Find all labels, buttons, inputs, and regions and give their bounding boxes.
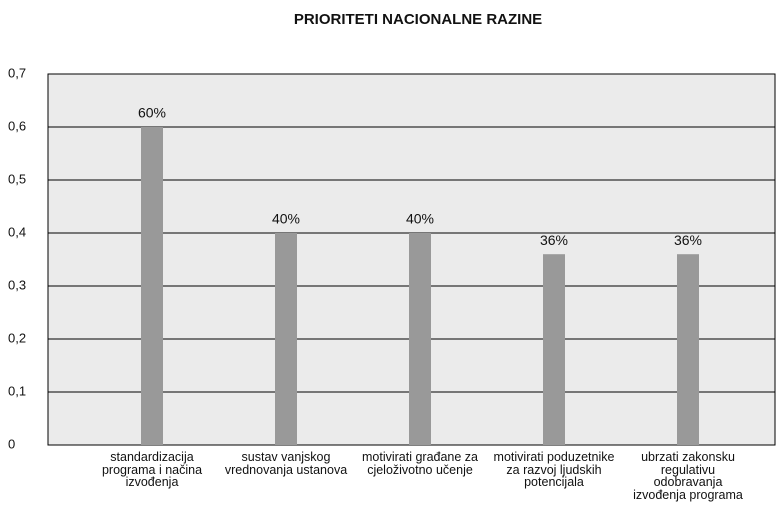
y-tick-label: 0,3 <box>8 277 26 292</box>
y-tick-label: 0,7 <box>8 65 26 80</box>
value-label: 40% <box>272 211 300 227</box>
value-label: 60% <box>138 105 166 121</box>
value-label: 36% <box>540 232 568 248</box>
y-tick-label: 0,4 <box>8 224 26 239</box>
bar <box>141 127 163 445</box>
x-tick-label: motivirati građane za cjeloživotno učenj… <box>361 450 479 477</box>
bar <box>275 233 297 445</box>
y-tick-label: 0 <box>8 436 15 451</box>
chart-title: PRIORITETI NACIONALNE RAZINE <box>294 11 542 28</box>
x-tick-label: sustav vanjskog vrednovanja ustanova <box>224 450 348 477</box>
x-tick-label: motivirati poduzetnike za razvoj ljudski… <box>493 450 615 489</box>
y-tick-label: 0,6 <box>8 118 26 133</box>
value-label: 40% <box>406 211 434 227</box>
y-tick-label: 0,2 <box>8 330 26 345</box>
y-tick-label: 0,5 <box>8 171 26 186</box>
x-tick-label: standardizacija programa i načina izvođe… <box>101 450 203 489</box>
bar <box>543 254 565 445</box>
value-label: 36% <box>674 232 702 248</box>
bar <box>677 254 699 445</box>
y-tick-label: 0,1 <box>8 383 26 398</box>
bar <box>409 233 431 445</box>
x-tick-label: ubrzati zakonsku regulativu odobravanja … <box>633 450 743 502</box>
